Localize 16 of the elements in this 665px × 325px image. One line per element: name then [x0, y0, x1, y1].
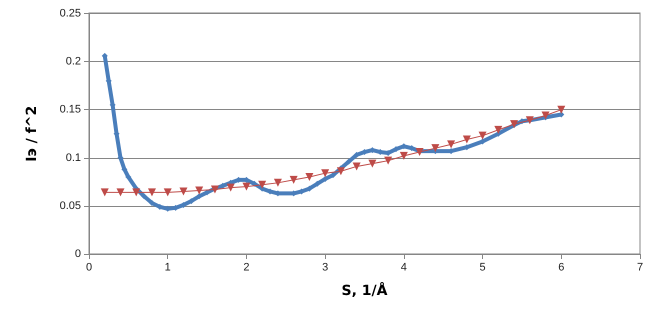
- y-tick-label: 0: [74, 248, 81, 260]
- x-axis-title: S, 1/Å: [342, 282, 388, 299]
- x-tick-label: 6: [558, 262, 564, 274]
- x-tick-label: 0: [86, 262, 92, 274]
- y-axis-title: Iэ / f^2: [24, 106, 40, 162]
- x-tick-label: 7: [636, 262, 644, 274]
- x-tick-label: 5: [480, 262, 486, 274]
- x-tick-label: 4: [400, 262, 407, 274]
- y-tick-label: 0.15: [60, 104, 81, 116]
- y-tick-label: 0.25: [60, 8, 81, 20]
- x-tick-label: 3: [322, 262, 328, 274]
- y-tick-label: 0.05: [60, 200, 81, 212]
- y-tick-label: 0.2: [66, 56, 81, 68]
- x-tick-label: 2: [243, 262, 250, 274]
- x-tick-label: 1: [164, 262, 171, 274]
- y-tick-label: 0.1: [66, 152, 81, 164]
